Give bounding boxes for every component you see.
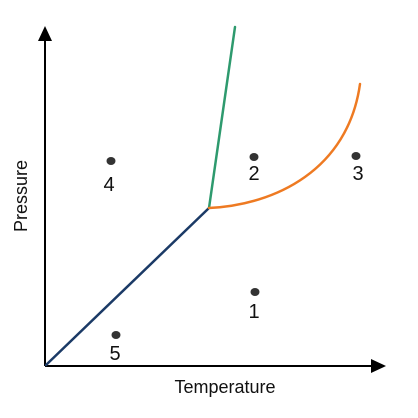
y-axis-arrowhead	[38, 26, 52, 41]
point-2-label: 2	[248, 163, 259, 185]
phase-boundaries	[44, 25, 362, 367]
point-4-label: 4	[103, 174, 114, 196]
axes	[38, 26, 386, 373]
state-points: 1 2 3 4 5	[103, 152, 364, 365]
x-axis-arrowhead	[371, 359, 386, 373]
point-4-marker	[106, 157, 116, 165]
point-3-marker	[351, 152, 361, 160]
point-5-label: 5	[109, 343, 120, 365]
point-2-marker	[249, 153, 259, 161]
point-1-marker	[250, 288, 260, 296]
solid-gas-curve	[44, 206, 211, 367]
y-axis-label: Pressure	[11, 160, 31, 232]
point-5-marker	[111, 331, 121, 339]
point-1-label: 1	[248, 301, 259, 323]
point-3-label: 3	[352, 163, 363, 185]
solid-liquid-curve	[207, 25, 237, 210]
x-axis-label: Temperature	[174, 377, 275, 397]
liquid-gas-curve	[207, 82, 362, 210]
